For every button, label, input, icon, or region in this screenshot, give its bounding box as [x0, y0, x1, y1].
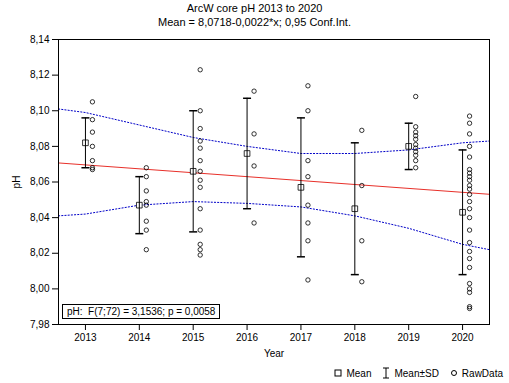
svg-text:pH: pH — [11, 176, 22, 189]
svg-text:2020: 2020 — [451, 332, 474, 343]
svg-text:8,00: 8,00 — [30, 283, 50, 294]
svg-text:2016: 2016 — [236, 332, 259, 343]
svg-text:2017: 2017 — [290, 332, 313, 343]
svg-text:8,14: 8,14 — [30, 34, 50, 45]
svg-text:Year: Year — [264, 348, 285, 359]
svg-text:8,12: 8,12 — [30, 69, 50, 80]
html-text:Mean±SD: Mean±SD — [394, 367, 439, 379]
html-text:Mean = 8,0718-0,0022*x; 0,95 C: Mean = 8,0718-0,0022*x; 0,95 Conf.Int. — [158, 16, 351, 28]
svg-text:2018: 2018 — [344, 332, 367, 343]
html-text:ArcW core pH 2013 to 2020: ArcW core pH 2013 to 2020 — [186, 2, 323, 14]
html-text:pH: F(7;72) = 3,1536; p = 0,00: pH: F(7;72) = 3,1536; p = 0,0058 — [67, 306, 216, 317]
html-text:Mean: Mean — [346, 367, 372, 379]
svg-text:2014: 2014 — [128, 332, 151, 343]
svg-text:8,04: 8,04 — [30, 212, 50, 223]
svg-text:8,06: 8,06 — [30, 176, 50, 187]
svg-text:2019: 2019 — [398, 332, 421, 343]
svg-text:7,98: 7,98 — [30, 319, 50, 330]
svg-text:8,02: 8,02 — [30, 247, 50, 258]
svg-text:2013: 2013 — [74, 332, 97, 343]
svg-text:2015: 2015 — [182, 332, 205, 343]
svg-text:8,10: 8,10 — [30, 105, 50, 116]
svg-text:8,08: 8,08 — [30, 141, 50, 152]
html-text:RawData: RawData — [461, 367, 503, 379]
